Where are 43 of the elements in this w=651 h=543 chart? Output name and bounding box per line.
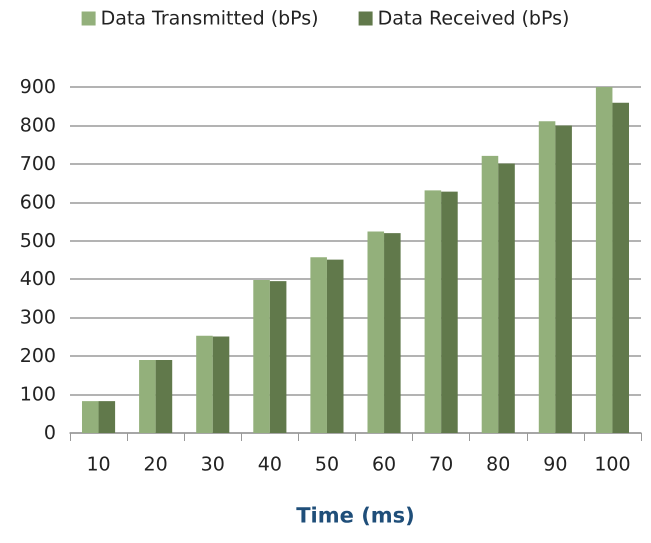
x-tick-label: 20 [144, 454, 168, 476]
x-tick-label: 30 [200, 454, 225, 476]
bar [139, 360, 156, 433]
y-tick-label: 900 [20, 76, 56, 98]
y-tick-label: 500 [20, 230, 56, 252]
bar [212, 336, 230, 433]
x-tick-label: 80 [486, 454, 510, 476]
x-tick-label: 40 [258, 454, 282, 476]
legend-label: Data Received (bPs) [378, 8, 570, 30]
x-tick-label: 60 [372, 454, 396, 476]
x-tick-label: 10 [86, 454, 111, 476]
legend-label: Data Transmitted (bPs) [100, 8, 319, 30]
y-tick-label: 700 [20, 152, 56, 175]
y-tick-label: 100 [20, 384, 56, 406]
bar [441, 192, 458, 433]
y-tick-label: 300 [20, 306, 56, 329]
bar [98, 401, 116, 433]
bar [270, 281, 286, 433]
x-axis-title: Time (ms) [296, 504, 415, 528]
bar [326, 260, 344, 433]
bar [596, 87, 612, 433]
x-tick-label: 50 [314, 454, 340, 476]
bar [538, 121, 556, 433]
y-tick-label: 400 [20, 268, 56, 290]
bar [482, 156, 498, 433]
bar [310, 257, 327, 433]
x-tick-label: 70 [429, 454, 454, 476]
bar [498, 164, 515, 433]
bar [196, 336, 213, 433]
bar [384, 233, 401, 433]
y-tick-label: 800 [20, 114, 56, 136]
bar [367, 232, 384, 433]
bar [424, 190, 442, 433]
bar [82, 401, 99, 433]
x-tick-label: 100 [594, 454, 631, 476]
bar [555, 125, 572, 433]
y-tick-label: 200 [20, 345, 56, 368]
x-tick-label: 90 [543, 454, 568, 476]
y-tick-label: 600 [20, 191, 56, 214]
bar [156, 360, 172, 433]
bar [253, 280, 270, 433]
bar [612, 102, 630, 433]
y-tick-label: 0 [44, 422, 56, 444]
